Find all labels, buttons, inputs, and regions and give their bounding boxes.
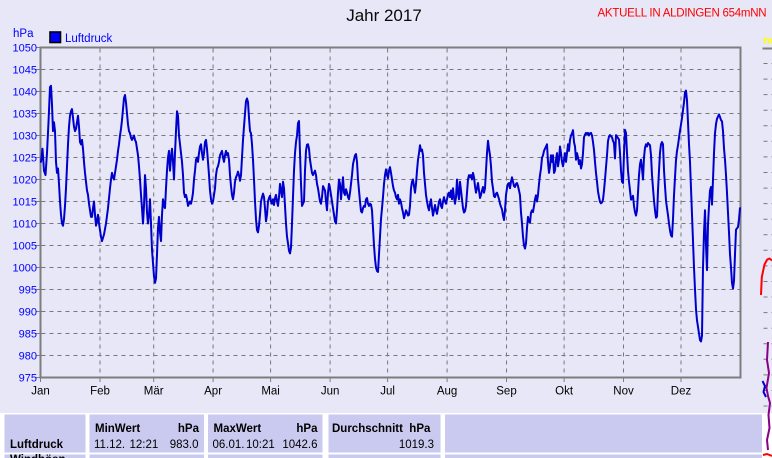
svg-text:ne: ne xyxy=(763,35,772,47)
svg-text:10:21: 10:21 xyxy=(246,439,275,451)
svg-text:Okt: Okt xyxy=(555,386,574,398)
svg-text:MinWert: MinWert xyxy=(95,423,140,435)
svg-text:Apr: Apr xyxy=(204,386,222,398)
svg-text:Jul: Jul xyxy=(380,386,395,398)
svg-text:hPa: hPa xyxy=(296,423,318,435)
svg-text:1045: 1045 xyxy=(13,65,37,77)
svg-text:1040: 1040 xyxy=(13,87,37,99)
svg-text:Nov: Nov xyxy=(613,386,634,398)
svg-text:980: 980 xyxy=(19,351,37,363)
svg-text:1030: 1030 xyxy=(13,131,37,143)
svg-text:Mai: Mai xyxy=(261,386,280,398)
svg-text:Durchschnitt hPa: Durchschnitt hPa xyxy=(332,423,431,435)
svg-text:Jan: Jan xyxy=(31,386,50,398)
svg-text:Mär: Mär xyxy=(144,386,164,398)
svg-text:1050: 1050 xyxy=(13,43,37,55)
svg-text:AKTUELL IN ALDINGEN 654mNN: AKTUELL IN ALDINGEN 654mNN xyxy=(598,8,767,20)
svg-text:Luftdruck: Luftdruck xyxy=(10,439,64,451)
svg-text:Dez: Dez xyxy=(671,386,692,398)
svg-text:1042.6: 1042.6 xyxy=(282,439,317,451)
svg-text:1020: 1020 xyxy=(13,175,37,187)
svg-text:hPa: hPa xyxy=(178,423,200,435)
svg-text:Sep: Sep xyxy=(496,386,516,398)
svg-text:1035: 1035 xyxy=(13,109,37,121)
svg-text:1015: 1015 xyxy=(13,197,37,209)
svg-text:985: 985 xyxy=(19,329,37,341)
svg-text:983.0: 983.0 xyxy=(170,439,199,451)
svg-text:1025: 1025 xyxy=(13,153,37,165)
svg-text:Windböen: Windböen xyxy=(10,454,65,458)
svg-text:Luftdruck: Luftdruck xyxy=(65,33,113,45)
svg-text:1005: 1005 xyxy=(13,241,37,253)
svg-text:11.12.: 11.12. xyxy=(94,439,125,451)
svg-text:Feb: Feb xyxy=(90,386,110,398)
svg-text:990: 990 xyxy=(19,307,37,319)
svg-text:1010: 1010 xyxy=(13,219,37,231)
svg-text:hPa: hPa xyxy=(13,28,34,40)
svg-text:Aug: Aug xyxy=(437,386,457,398)
svg-text:995: 995 xyxy=(19,285,37,297)
svg-text:1019.3: 1019.3 xyxy=(399,439,434,451)
svg-text:12:21: 12:21 xyxy=(130,439,159,451)
svg-text:Jahr 2017: Jahr 2017 xyxy=(346,6,422,25)
svg-text:Jun: Jun xyxy=(321,386,340,398)
svg-text:975: 975 xyxy=(19,373,37,385)
svg-text:06.01.: 06.01. xyxy=(213,439,245,451)
svg-text:MaxWert: MaxWert xyxy=(214,423,262,435)
svg-text:1000: 1000 xyxy=(13,263,37,275)
